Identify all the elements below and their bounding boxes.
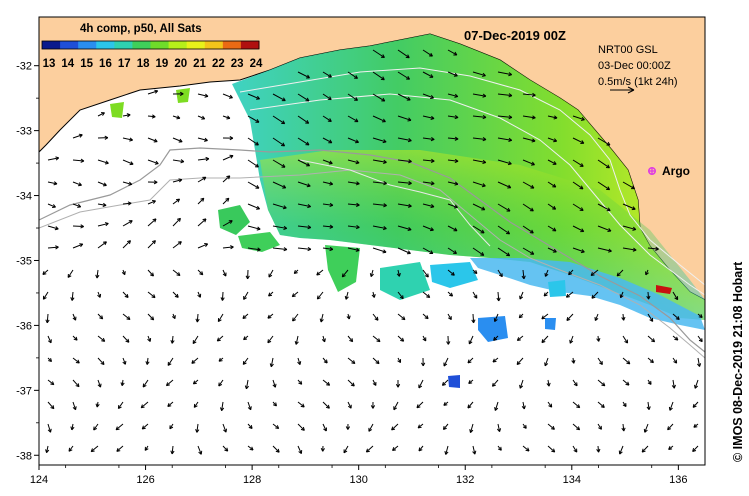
sst-patch-south2 <box>545 318 556 330</box>
argo-float: Argo <box>647 164 690 178</box>
colorbar-swatch <box>204 41 224 49</box>
colorbar-swatch <box>222 41 242 49</box>
colorbar-tick-label: 13 <box>43 58 56 70</box>
sst-patch-mid <box>325 245 360 292</box>
colorbar-swatch <box>186 41 206 49</box>
isobath-200m <box>39 147 705 353</box>
velocity-source: NRT00 GSL <box>598 44 658 56</box>
sst-patch-south4 <box>548 280 566 297</box>
map-axes: 124 126 128 130 132 134 136 -32 -33 -34 -35 -36 -37 -… <box>16 61 687 486</box>
lat-tick-label: -35 <box>16 255 32 267</box>
colorbar-tick-label: 18 <box>137 58 150 70</box>
lat-tick-label: -32 <box>16 61 32 73</box>
sst-patch-coast <box>176 88 190 103</box>
colorbar-title: 4h comp, p50, All Sats <box>80 23 202 35</box>
colorbar-swatch <box>150 41 170 49</box>
map-date-title: 07-Dec-2019 00Z <box>464 28 566 43</box>
ssh-contour-1 <box>239 67 705 286</box>
velocity-arrows <box>42 49 703 455</box>
lat-tick-label: -38 <box>16 450 32 462</box>
colorbar-ticks: 13 14 15 16 17 18 19 20 21 22 23 24 <box>43 58 263 70</box>
colorbar-tick-label: 24 <box>250 58 263 70</box>
velocity-scale-arrow <box>610 86 635 94</box>
lon-tick-label: 126 <box>136 474 154 486</box>
lon-tick-label: 130 <box>350 474 368 486</box>
colorbar-tick-label: 21 <box>193 58 206 70</box>
colorbar-tick-label: 22 <box>212 58 225 70</box>
sst-patch-west <box>218 205 250 235</box>
colorbar-outline <box>41 40 260 50</box>
velocity-scale-box: NRT00 GSL 03-Dec 00:00Z 0.5m/s (1kt 24h) <box>598 44 677 94</box>
sst-patch-west2 <box>238 232 280 252</box>
sst-patch-south1 <box>478 316 508 342</box>
colorbar-swatch <box>42 41 61 49</box>
colorbar-swatch <box>132 41 151 49</box>
argo-marker-icon <box>647 167 656 176</box>
colorbar-tick-label: 14 <box>61 58 74 70</box>
ssh-contour-3 <box>299 159 491 247</box>
lat-tick-label: -33 <box>16 126 32 138</box>
lat-tick-label: -36 <box>16 320 32 332</box>
lon-tick-label: 124 <box>30 474 48 486</box>
colorbar-tick-label: 23 <box>231 58 244 70</box>
colorbar-swatch <box>78 41 97 49</box>
isobath-2000m <box>39 169 705 359</box>
colorbar-swatch <box>240 41 260 49</box>
lon-tick-label: 132 <box>456 474 474 486</box>
colorbar-swatch <box>114 41 133 49</box>
sst-patch-south3 <box>448 375 460 388</box>
plot-border <box>38 16 706 466</box>
velocity-time: 03-Dec 00:00Z <box>598 60 671 72</box>
lon-tick-label: 128 <box>243 474 261 486</box>
sst-patch-coast2 <box>110 102 124 118</box>
credit-text: © IMOS 08-Dec-2019 21:08 Hobart <box>731 261 745 462</box>
sst-patch-red <box>656 285 672 294</box>
colorbar-tick-label: 17 <box>118 58 131 70</box>
lon-tick-label: 134 <box>563 474 581 486</box>
colorbar-swatch <box>168 41 188 49</box>
sst-cool-band <box>470 258 705 330</box>
colorbar-swatches <box>42 41 260 49</box>
colorbar: 4h comp, p50, All Sats 13 14 15 16 17 18 19 20 2… <box>41 23 263 70</box>
colorbar-swatch <box>96 41 115 49</box>
lat-tick-label: -37 <box>16 385 32 397</box>
ssh-contour-2 <box>249 93 705 296</box>
argo-label: Argo <box>662 164 690 178</box>
colorbar-tick-label: 15 <box>80 58 93 70</box>
velocity-scale-label: 0.5m/s (1kt 24h) <box>598 76 677 88</box>
lon-tick-label: 136 <box>669 474 687 486</box>
sst-patch-mid2 <box>380 262 430 300</box>
colorbar-tick-label: 19 <box>156 58 169 70</box>
colorbar-swatch <box>60 41 79 49</box>
colorbar-tick-label: 16 <box>99 58 112 70</box>
lat-tick-label: -34 <box>16 191 32 203</box>
colorbar-tick-label: 20 <box>174 58 187 70</box>
